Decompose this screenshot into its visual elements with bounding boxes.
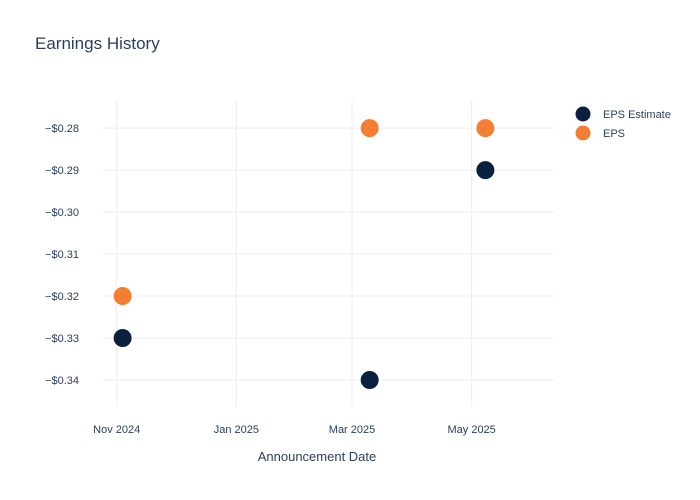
x-tick-label: Nov 2024 bbox=[93, 424, 140, 436]
legend[interactable]: EPS Estimate EPS bbox=[575, 106, 671, 141]
eps-estimate-point[interactable] bbox=[359, 369, 380, 390]
y-tick-label: −$0.28 bbox=[45, 123, 79, 135]
legend-marker-eps-estimate bbox=[575, 106, 591, 122]
axis-layer: −$0.28 −$0.29 −$0.30 −$0.31 −$0.32 −$0.33 −$0.… bbox=[45, 123, 496, 436]
chart-title: Earnings History bbox=[35, 34, 160, 53]
x-tick-label: Jan 2025 bbox=[214, 424, 259, 436]
eps-point[interactable] bbox=[359, 118, 380, 139]
x-tick-label: Mar 2025 bbox=[329, 424, 375, 436]
legend-item-eps[interactable]: EPS bbox=[575, 125, 626, 141]
grid-layer bbox=[103, 100, 554, 406]
y-tick-label: −$0.32 bbox=[45, 291, 79, 303]
legend-label-eps-estimate: EPS Estimate bbox=[603, 109, 671, 121]
eps-point[interactable] bbox=[112, 286, 133, 307]
eps-estimate-point[interactable] bbox=[112, 328, 133, 348]
points-layer bbox=[112, 118, 496, 390]
eps-point[interactable] bbox=[475, 118, 496, 139]
eps-estimate-point[interactable] bbox=[475, 160, 496, 181]
legend-label-eps: EPS bbox=[603, 128, 625, 140]
y-tick-label: −$0.31 bbox=[45, 249, 79, 261]
x-tick-label: May 2025 bbox=[447, 424, 495, 436]
y-tick-label: −$0.33 bbox=[45, 333, 79, 345]
y-tick-label: −$0.30 bbox=[45, 207, 79, 219]
legend-item-eps-estimate[interactable]: EPS Estimate bbox=[575, 106, 671, 122]
y-tick-label: −$0.29 bbox=[45, 165, 79, 177]
x-axis-title: Announcement Date bbox=[258, 449, 377, 464]
legend-marker-eps bbox=[575, 125, 591, 141]
y-tick-label: −$0.34 bbox=[45, 375, 79, 387]
